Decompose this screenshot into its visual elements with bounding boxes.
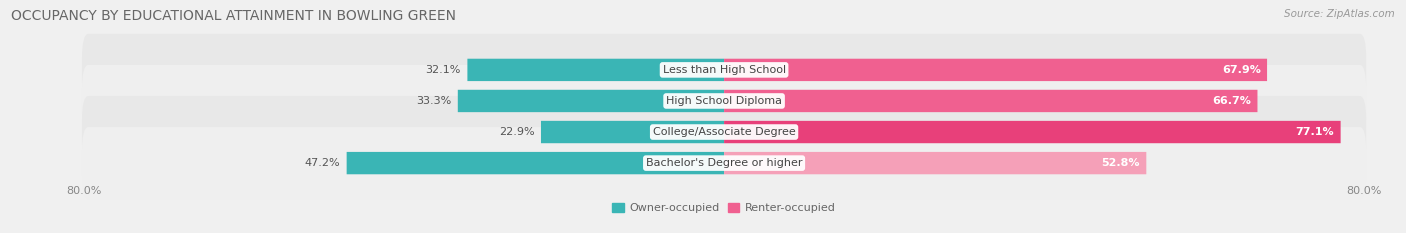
Legend: Owner-occupied, Renter-occupied: Owner-occupied, Renter-occupied [607, 199, 841, 218]
Text: 33.3%: 33.3% [416, 96, 451, 106]
FancyBboxPatch shape [82, 65, 1367, 137]
FancyBboxPatch shape [724, 152, 1146, 174]
Text: 32.1%: 32.1% [426, 65, 461, 75]
Text: 77.1%: 77.1% [1295, 127, 1334, 137]
Text: Source: ZipAtlas.com: Source: ZipAtlas.com [1284, 9, 1395, 19]
Text: 52.8%: 52.8% [1101, 158, 1140, 168]
FancyBboxPatch shape [347, 152, 724, 174]
FancyBboxPatch shape [82, 96, 1367, 168]
Text: 67.9%: 67.9% [1222, 65, 1261, 75]
Text: Less than High School: Less than High School [662, 65, 786, 75]
FancyBboxPatch shape [724, 59, 1267, 81]
Text: OCCUPANCY BY EDUCATIONAL ATTAINMENT IN BOWLING GREEN: OCCUPANCY BY EDUCATIONAL ATTAINMENT IN B… [11, 9, 457, 23]
FancyBboxPatch shape [82, 34, 1367, 106]
FancyBboxPatch shape [724, 90, 1257, 112]
FancyBboxPatch shape [467, 59, 724, 81]
Text: High School Diploma: High School Diploma [666, 96, 782, 106]
FancyBboxPatch shape [724, 121, 1341, 143]
Text: 22.9%: 22.9% [499, 127, 534, 137]
Text: 66.7%: 66.7% [1212, 96, 1251, 106]
FancyBboxPatch shape [82, 127, 1367, 199]
Text: Bachelor's Degree or higher: Bachelor's Degree or higher [645, 158, 803, 168]
FancyBboxPatch shape [458, 90, 724, 112]
Text: 47.2%: 47.2% [305, 158, 340, 168]
FancyBboxPatch shape [541, 121, 724, 143]
Text: College/Associate Degree: College/Associate Degree [652, 127, 796, 137]
